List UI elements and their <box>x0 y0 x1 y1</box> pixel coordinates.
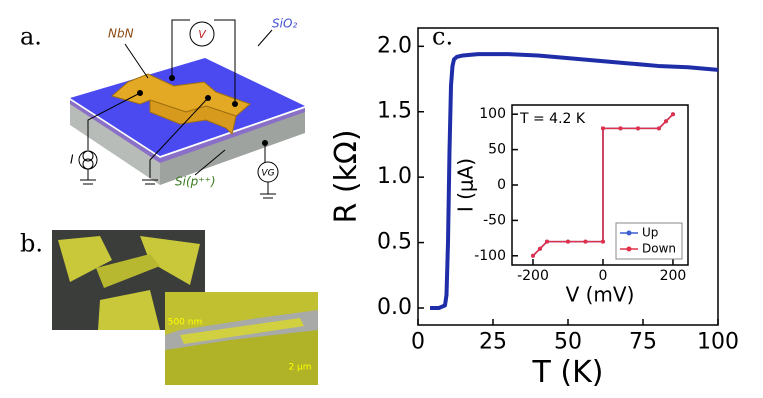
oxide-label: SiO₂ <box>272 17 297 31</box>
panel-label: c. <box>432 23 453 51</box>
y-tick-label: 2.0 <box>377 33 412 58</box>
annotation: T = 4.2 K <box>519 111 586 127</box>
panel-label: b. <box>20 230 43 258</box>
data-point <box>600 239 605 244</box>
legend-marker <box>626 246 632 252</box>
legend-box <box>615 222 683 260</box>
data-point <box>544 239 549 244</box>
data-point <box>583 239 588 244</box>
y-tick-label: -100 <box>474 248 506 264</box>
legend-marker <box>626 230 632 236</box>
x-tick-label: 25 <box>479 330 507 355</box>
data-line <box>430 52 719 310</box>
micrographs <box>52 230 318 385</box>
scale-bar-label: 500 nm <box>168 318 203 328</box>
voltmeter-label: V <box>198 28 207 41</box>
y-axis-label: I (μA) <box>454 158 478 212</box>
substrate-label: Si(p⁺⁺) <box>175 175 216 189</box>
data-point <box>600 126 605 131</box>
data-point <box>635 126 640 131</box>
data-point <box>565 239 570 244</box>
data-point <box>663 119 668 124</box>
y-axis-label: R (kΩ) <box>329 129 364 223</box>
y-tick-label: 0 <box>497 177 506 193</box>
data-point <box>537 246 542 251</box>
scale-bar-label: 2 μm <box>288 363 311 373</box>
y-tick-label: 0.5 <box>377 230 412 255</box>
y-tick-label: 1.0 <box>377 164 412 189</box>
y-tick-label: 0.0 <box>377 295 412 320</box>
data-point <box>656 126 661 131</box>
data-point <box>618 126 623 131</box>
y-tick-label: 100 <box>479 106 506 122</box>
legend-label: Up <box>642 226 658 240</box>
panel-label: a. <box>20 23 42 51</box>
y-tick-label: 1.5 <box>377 99 412 124</box>
y-tick-label: 50 <box>488 142 506 158</box>
nbn-label: NbN <box>108 27 134 41</box>
x-tick-label: 100 <box>697 330 739 355</box>
data-point <box>670 112 675 117</box>
x-tick-label: 50 <box>554 330 582 355</box>
x-axis-label: V (mV) <box>566 282 635 306</box>
data-point <box>530 253 535 258</box>
current-label: I <box>70 153 74 167</box>
x-tick-label: 0 <box>599 268 608 284</box>
x-tick-label: 200 <box>660 268 687 284</box>
legend-label: Down <box>642 242 676 256</box>
y-tick-label: -50 <box>483 212 506 228</box>
x-tick-label: -200 <box>517 268 549 284</box>
gate-label: VG <box>261 169 274 179</box>
x-tick-label: 75 <box>629 330 657 355</box>
device-drawing <box>70 19 305 199</box>
x-axis-label: T (K) <box>532 355 604 390</box>
x-tick-label: 0 <box>411 330 425 355</box>
